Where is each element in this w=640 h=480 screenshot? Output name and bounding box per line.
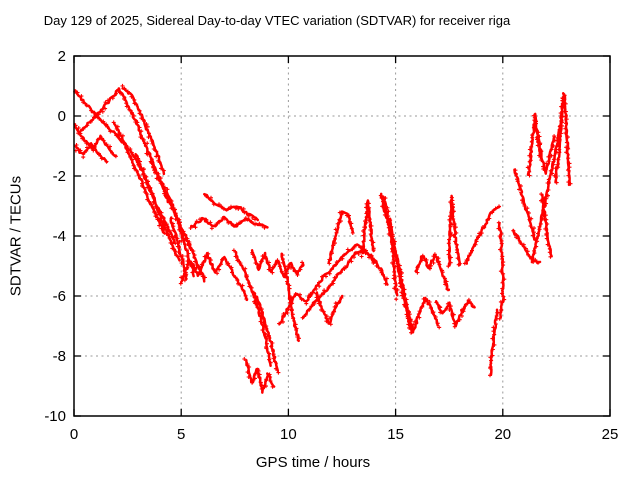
x-tick-label: 10 bbox=[280, 426, 297, 443]
y-tick-label: -10 bbox=[44, 408, 66, 425]
y-tick-label: -8 bbox=[53, 348, 66, 365]
data-point-markers bbox=[73, 83, 573, 391]
y-tick-label: 0 bbox=[58, 108, 66, 125]
x-tick-label: 5 bbox=[177, 426, 185, 443]
x-tick-label: 15 bbox=[387, 426, 404, 443]
y-tick-label: -4 bbox=[53, 228, 66, 245]
y-tick-label: -6 bbox=[53, 288, 66, 305]
x-tick-label: 25 bbox=[602, 426, 619, 443]
chart-title: Day 129 of 2025, Sidereal Day-to-day VTE… bbox=[43, 13, 511, 28]
x-tick-label: 0 bbox=[70, 426, 78, 443]
x-axis-label: GPS time / hours bbox=[255, 454, 371, 471]
plot-frame bbox=[73, 55, 611, 417]
y-tick-label: 2 bbox=[58, 48, 66, 65]
x-tick-label: 20 bbox=[494, 426, 511, 443]
y-tick-label: -2 bbox=[53, 168, 66, 185]
